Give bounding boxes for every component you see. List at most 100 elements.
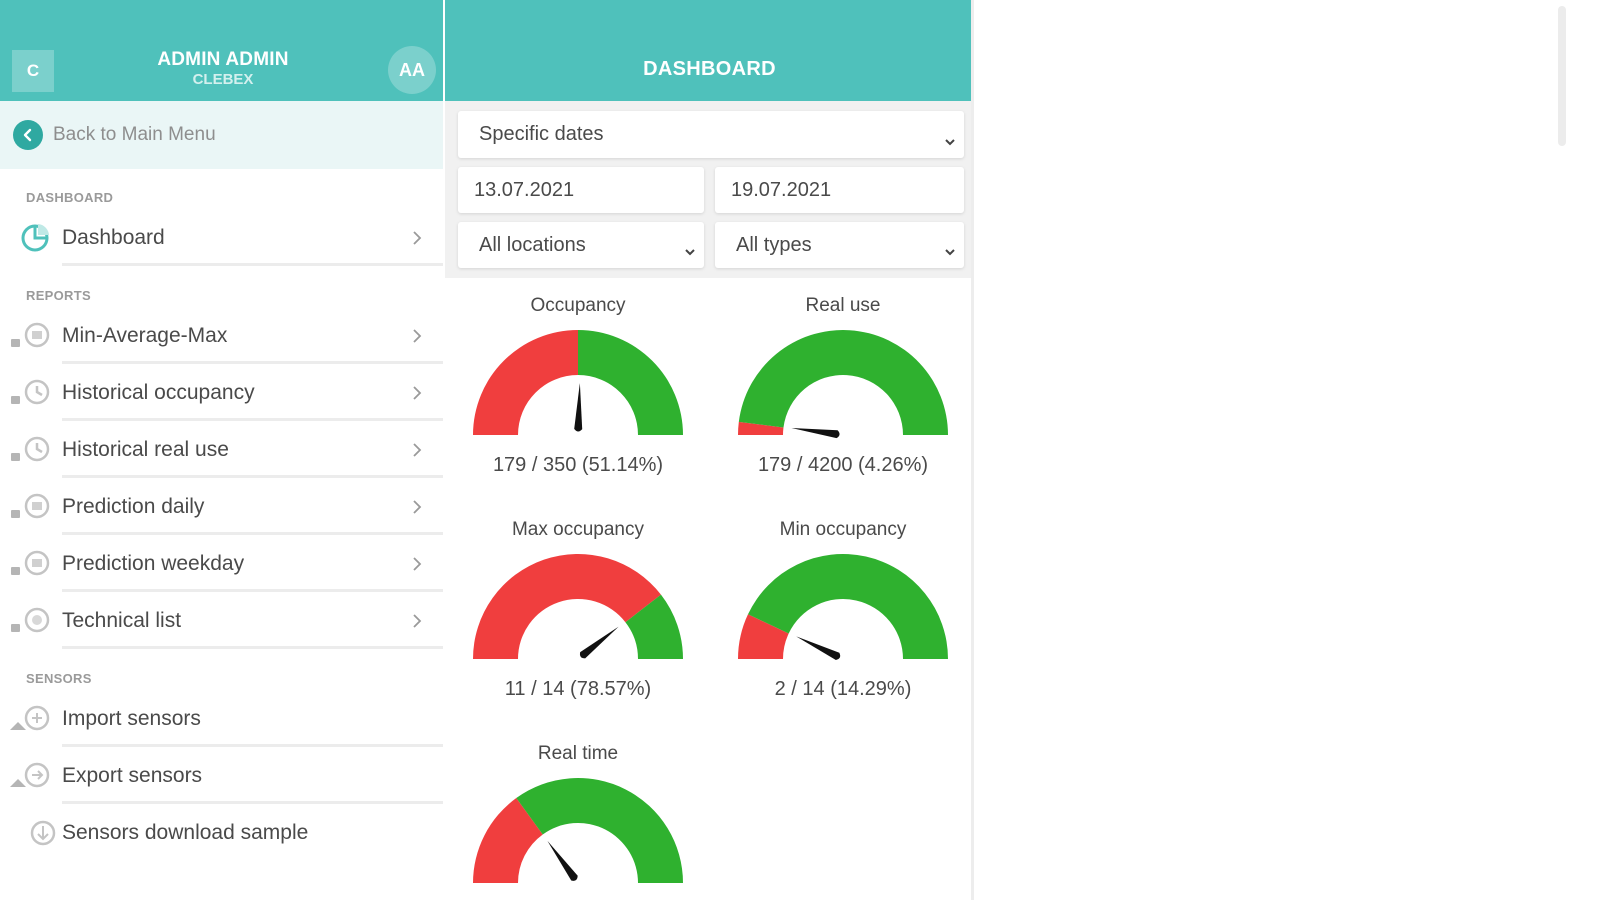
nav-label: Sensors download sample	[62, 820, 309, 844]
sidebar-header: C ADMIN ADMIN CLEBEX AA	[0, 0, 443, 101]
divider	[62, 361, 443, 364]
divider	[62, 263, 443, 266]
gauge-title: Real time	[537, 743, 619, 764]
sidebar: C ADMIN ADMIN CLEBEX AA Back to Main Men…	[0, 0, 443, 900]
gauges-grid: Occupancy 179 / 350 (51.14%) Real use 17…	[445, 278, 971, 900]
chevron-down-icon	[684, 240, 696, 256]
chevron-right-icon	[410, 497, 424, 517]
gauge-value: 11 / 14 (78.57%)	[504, 678, 652, 700]
content-area	[977, 0, 1599, 900]
back-label: Back to Main Menu	[53, 124, 216, 145]
divider	[62, 801, 443, 804]
date-to-value: 19.07.2021	[731, 178, 832, 201]
user-block: ADMIN ADMIN CLEBEX	[100, 48, 346, 90]
scrollbar[interactable]	[1558, 6, 1566, 146]
chevron-left-icon	[13, 120, 43, 150]
history-icon	[8, 376, 56, 410]
sidebar-item-import-sensors[interactable]: Import sensors	[0, 690, 443, 747]
period-select[interactable]: Specific dates	[458, 111, 964, 158]
gauge-dial	[473, 778, 683, 883]
type-select[interactable]: All types	[715, 222, 964, 268]
chevron-down-icon	[944, 130, 956, 145]
gauge-needle	[547, 840, 578, 881]
location-select-value: All locations	[479, 233, 586, 256]
gauge-title: Max occupancy	[511, 519, 644, 540]
sidebar-item-sensors-download-sample[interactable]: Sensors download sample	[0, 804, 443, 861]
nav-label: Prediction daily	[62, 494, 205, 518]
avatar[interactable]: AA	[388, 46, 436, 94]
nav-label: Dashboard	[62, 225, 165, 249]
sidebar-item-historical-occupancy[interactable]: Historical occupancy	[0, 364, 443, 421]
import-icon	[8, 702, 56, 736]
date-from-input[interactable]: 13.07.2021	[458, 167, 704, 213]
sidebar-item-prediction-daily[interactable]: Prediction daily	[0, 478, 443, 535]
nav-label: Export sensors	[62, 763, 203, 787]
gauge-title: Min occupancy	[779, 519, 907, 540]
nav-label: Historical real use	[62, 437, 229, 461]
chevron-right-icon	[410, 326, 424, 346]
gauge-title: Real use	[805, 295, 881, 316]
chevron-right-icon	[410, 611, 424, 631]
section-label-reports: REPORTS	[26, 288, 91, 303]
pie-chart-icon	[8, 221, 56, 255]
report-icon	[8, 547, 56, 581]
chevron-right-icon	[410, 440, 424, 460]
divider	[62, 744, 443, 747]
sidebar-item-technical-list[interactable]: Technical list	[0, 592, 443, 649]
gauge-dial	[473, 554, 683, 659]
divider	[62, 418, 443, 421]
section-label-dashboard: DASHBOARD	[26, 190, 114, 205]
gauge-value: 179 / 4200 (4.26%)	[757, 454, 929, 476]
report-icon	[8, 490, 56, 524]
nav-label: Min-Average-Max	[62, 323, 228, 347]
divider	[62, 589, 443, 592]
history-icon	[8, 433, 56, 467]
sidebar-item-historical-real-use[interactable]: Historical real use	[0, 421, 443, 478]
dashboard-panel: DASHBOARD Specific dates 13.07.2021 19.0…	[445, 0, 974, 900]
download-icon	[8, 816, 56, 850]
report-icon	[8, 319, 56, 353]
gauge-title: Occupancy	[530, 295, 626, 316]
sidebar-nav: DASHBOARD Dashboard REPORTS Min-Average-…	[0, 169, 443, 861]
sidebar-item-prediction-weekday[interactable]: Prediction weekday	[0, 535, 443, 592]
nav-label: Historical occupancy	[62, 380, 255, 404]
gauge-needle	[579, 626, 619, 659]
section-label-sensors: SENSORS	[26, 671, 92, 686]
divider	[62, 475, 443, 478]
chevron-down-icon	[944, 240, 956, 256]
chevron-right-icon	[410, 383, 424, 403]
nav-label: Import sensors	[62, 706, 201, 730]
filters-bar: Specific dates 13.07.2021 19.07.2021 All…	[445, 101, 971, 278]
user-company: CLEBEX	[192, 71, 254, 88]
gauge-dial	[473, 330, 683, 435]
gauge-dial	[738, 329, 948, 439]
export-icon	[8, 759, 56, 793]
divider	[62, 646, 443, 649]
company-badge[interactable]: C	[12, 50, 54, 92]
nav-label: Technical list	[62, 608, 182, 632]
sidebar-item-min-average-max[interactable]: Min-Average-Max	[0, 307, 443, 364]
type-select-value: All types	[736, 233, 812, 256]
gauge-needle	[791, 428, 840, 439]
gauge-value: 2 / 14 (14.29%)	[774, 678, 912, 700]
period-select-value: Specific dates	[479, 123, 604, 145]
chevron-right-icon	[410, 228, 424, 248]
sidebar-item-export-sensors[interactable]: Export sensors	[0, 747, 443, 804]
date-to-input[interactable]: 19.07.2021	[715, 167, 964, 213]
nav-label: Prediction weekday	[62, 551, 245, 575]
location-select[interactable]: All locations	[458, 222, 704, 268]
divider	[62, 532, 443, 535]
sidebar-item-dashboard[interactable]: Dashboard	[0, 209, 443, 266]
list-icon	[8, 604, 56, 638]
gauge-needle	[574, 383, 583, 432]
user-name: ADMIN ADMIN	[157, 49, 289, 70]
gauge-value: 179 / 350 (51.14%)	[492, 454, 664, 476]
back-to-main-menu-button[interactable]: Back to Main Menu	[0, 101, 443, 169]
gauge-needle	[796, 636, 841, 660]
date-from-value: 13.07.2021	[474, 178, 575, 201]
panel-header: DASHBOARD	[445, 0, 971, 101]
gauge-dial	[738, 554, 948, 660]
chevron-right-icon	[410, 554, 424, 574]
page-title: DASHBOARD	[643, 58, 776, 80]
